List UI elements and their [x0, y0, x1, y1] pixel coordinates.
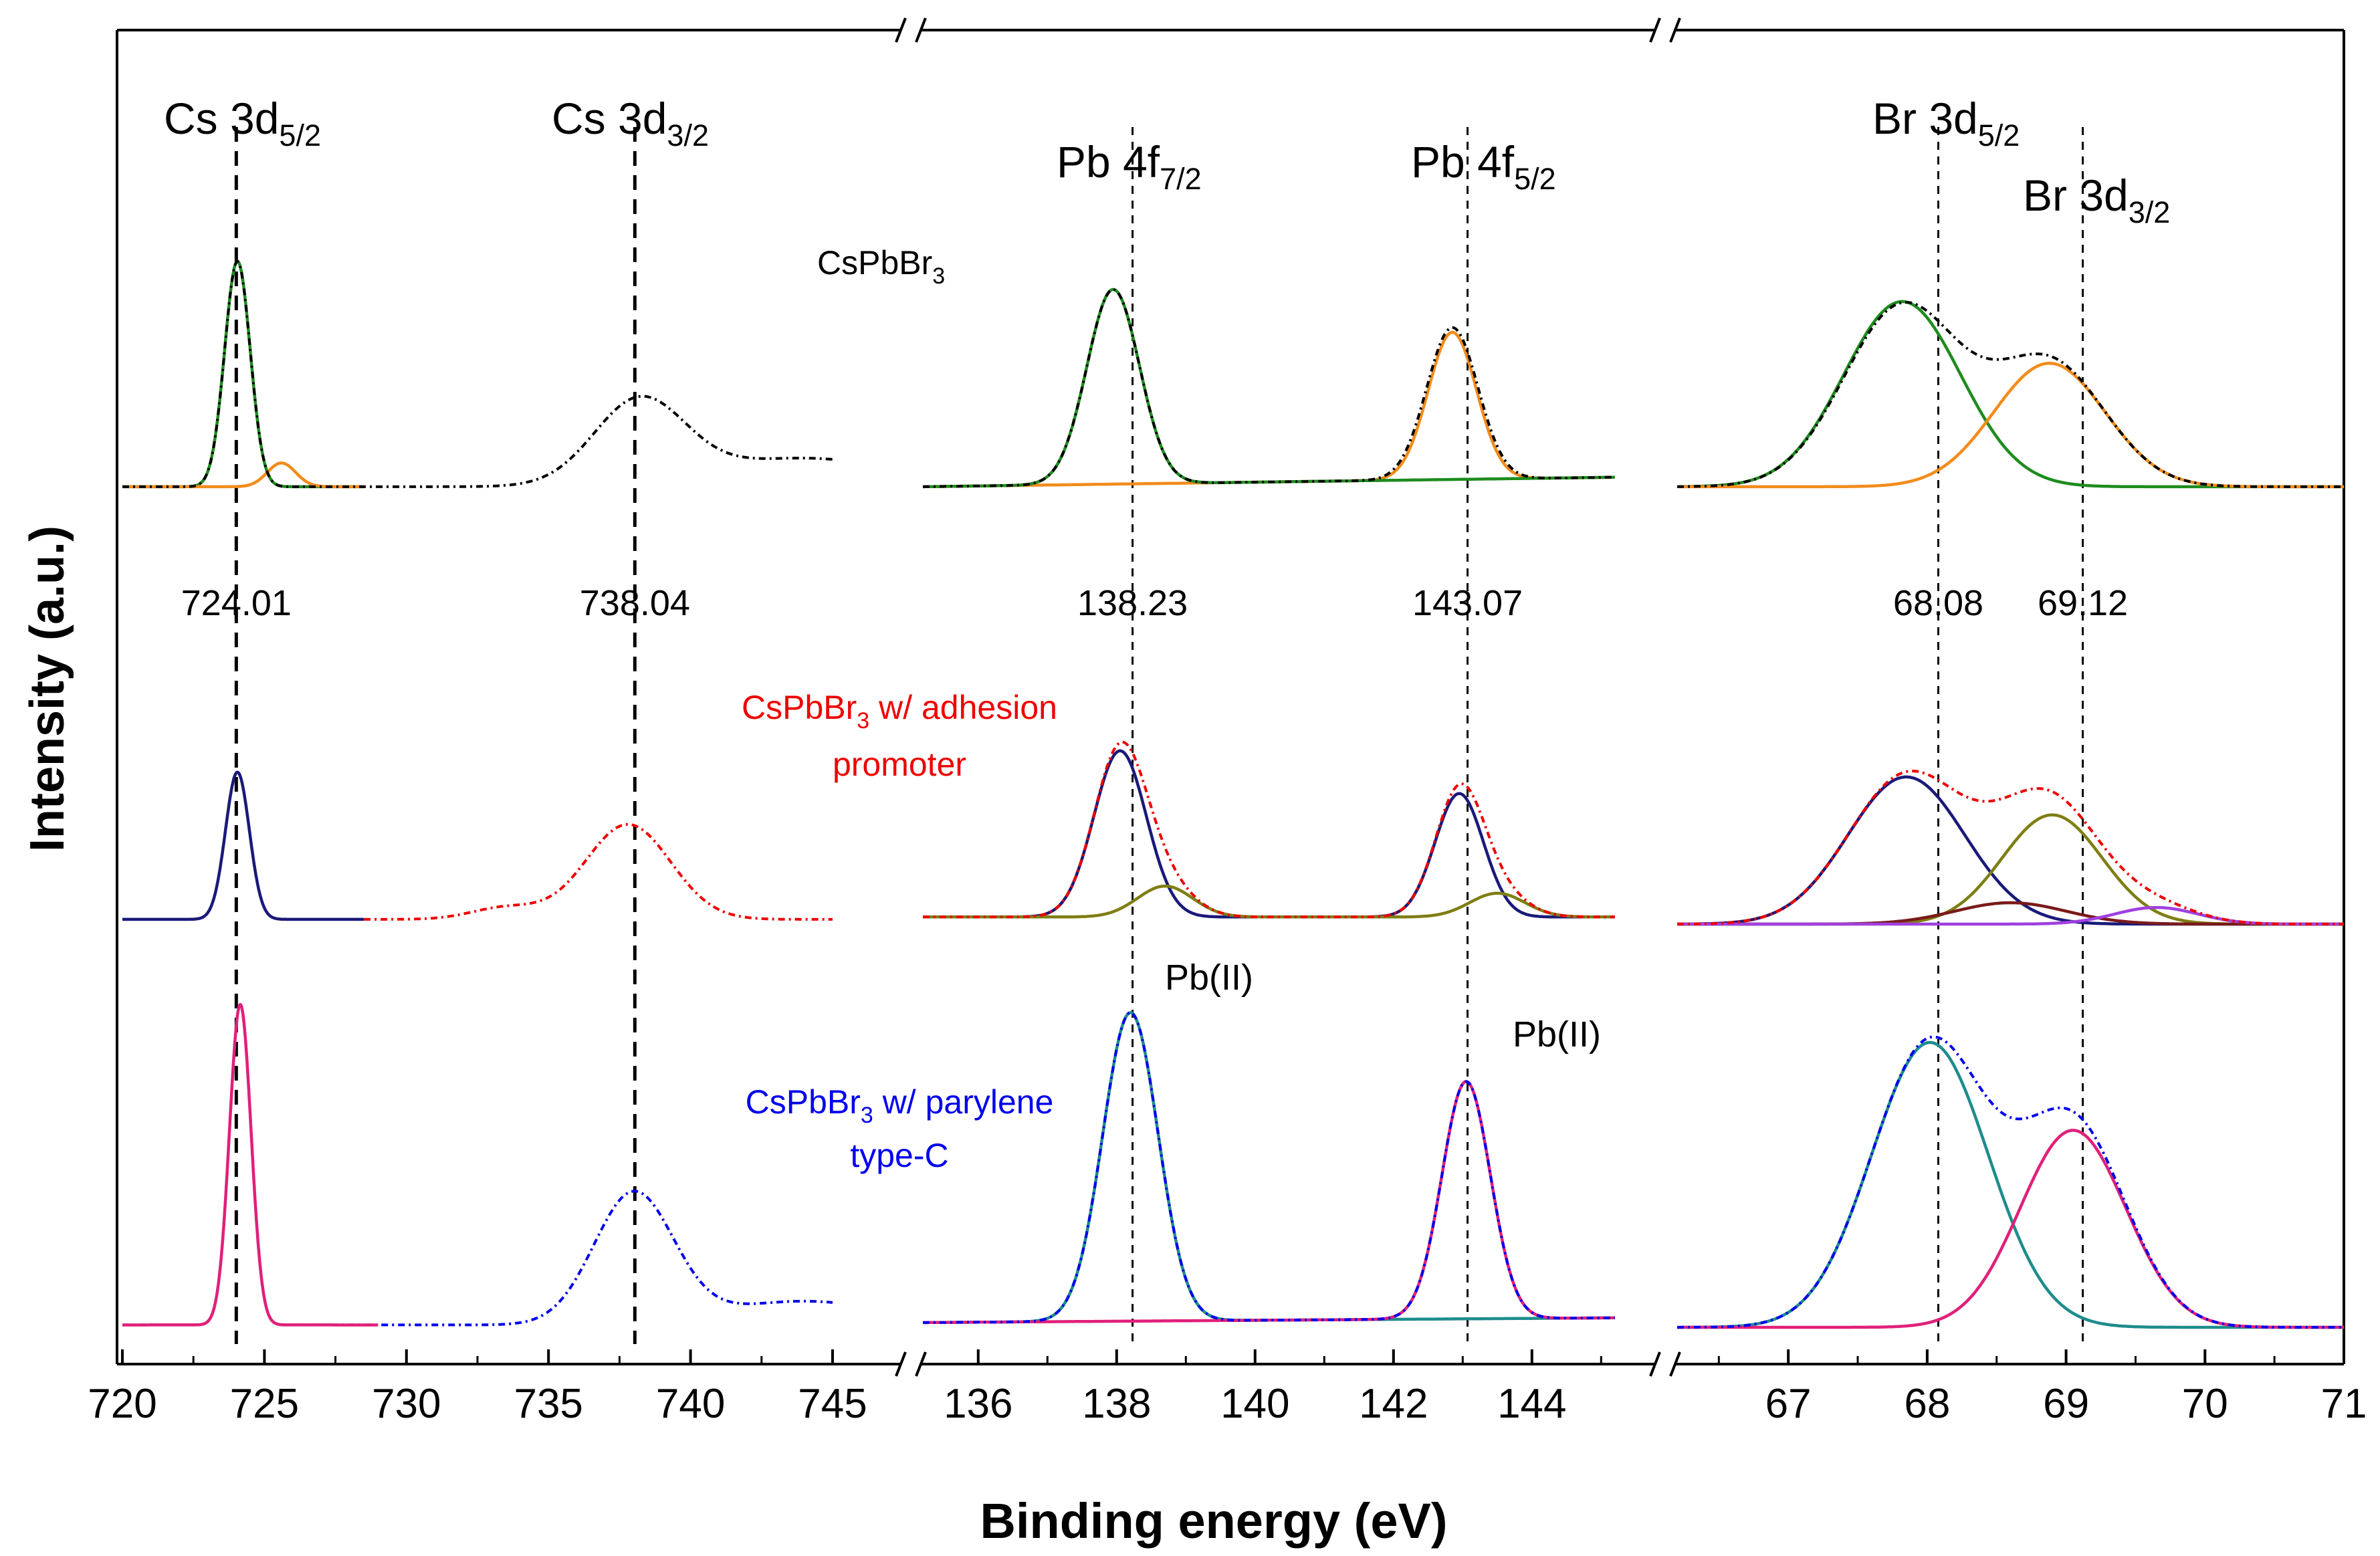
spectrum-fit: [922, 330, 1616, 489]
peak-label: Br 3d3/2: [2023, 171, 2170, 229]
spectrum-fit: [121, 1003, 379, 1327]
spectrum-fit: [922, 884, 1616, 919]
spectrum-raw: [363, 822, 833, 921]
spectrum-fit: [1676, 1040, 2345, 1329]
x-tick-label: 720: [88, 1381, 156, 1427]
axis-break-mark: [1649, 1351, 1661, 1377]
x-tick-label: 725: [230, 1381, 299, 1427]
spectrum-fit: [922, 288, 1616, 489]
peak-label: Pb 4f7/2: [1057, 137, 1202, 196]
spectrum-raw: [1677, 770, 2344, 925]
spectrum-raw: [122, 259, 833, 488]
spectrum-fit: [121, 461, 365, 489]
x-tick-label: 745: [798, 1381, 867, 1427]
x-tick-label: 71: [2321, 1381, 2367, 1427]
x-tick-label: 70: [2182, 1381, 2228, 1427]
spectrum-raw: [923, 740, 1615, 919]
spectrum-fit: [121, 259, 365, 489]
spectrum-raw: [923, 288, 1615, 488]
reference-lines: [234, 127, 2084, 1344]
plot-frame: [116, 17, 2345, 1377]
x-tick-label: 740: [656, 1381, 725, 1427]
axis-break-mark: [1669, 17, 1681, 43]
x-tick-label: 142: [1359, 1381, 1428, 1427]
axis-break-mark: [915, 1351, 927, 1377]
spectrum-fit: [1676, 1129, 2345, 1329]
x-tick-label: 138: [1082, 1381, 1151, 1427]
spectrum-fit: [1676, 813, 2345, 926]
x-tick-label: 140: [1220, 1381, 1289, 1427]
x-tick-label: 144: [1497, 1381, 1566, 1427]
axis-break-mark: [895, 1351, 907, 1377]
peak-position-value: 138.23: [1077, 583, 1188, 623]
x-tick-label: 69: [2043, 1381, 2089, 1427]
spectrum-fit: [121, 770, 365, 921]
sample-label-line2: promoter: [833, 746, 966, 783]
axis-break-mark: [915, 17, 927, 43]
x-tick-label: 735: [514, 1381, 582, 1427]
spectra: [121, 259, 2345, 1329]
peak-position-value: 724.01: [181, 583, 292, 623]
x-tick-label: 730: [372, 1381, 441, 1427]
sample-label: CsPbBr3 w/ adhesion: [742, 689, 1057, 734]
x-tick-label: 68: [1904, 1381, 1950, 1427]
peak-label: Cs 3d3/2: [552, 94, 709, 152]
x-tick-label: 67: [1765, 1381, 1812, 1427]
y-axis-title: Intensity (a.u.): [21, 526, 74, 852]
chart-labels: 720 725 730 735 740 745 136 138 140 142 144 67 68 69 7…: [21, 94, 2367, 1549]
peak-position-value: 738.04: [580, 583, 690, 623]
x-tick-label: 136: [944, 1381, 1012, 1427]
sample-label: CsPbBr3: [817, 244, 945, 289]
peak-label: Cs 3d5/2: [164, 94, 321, 152]
sample-label-line2: type-C: [850, 1137, 948, 1174]
spectrum-fit: [1676, 300, 2345, 489]
spectrum-raw: [1677, 301, 2344, 488]
peak-label: Pb 4f5/2: [1411, 137, 1556, 196]
pb-ii-annotation: Pb(II): [1165, 958, 1253, 998]
axis-break-mark: [1649, 17, 1661, 43]
spectrum-fit: [922, 749, 1616, 919]
sample-label: CsPbBr3 w/ parylene: [746, 1083, 1054, 1128]
axis-break-mark: [1669, 1351, 1681, 1377]
pb-ii-annotation: Pb(II): [1513, 1014, 1601, 1054]
peak-position-value: 143.07: [1412, 583, 1523, 623]
axis-break-mark: [895, 17, 907, 43]
x-axis-title: Binding energy (eV): [980, 1493, 1448, 1549]
peak-position-value: 69.12: [2038, 583, 2128, 623]
peak-label: Br 3d5/2: [1872, 94, 2020, 152]
spectrum-raw: [923, 1011, 1615, 1324]
spectrum-fit: [1676, 362, 2345, 489]
peak-position-value: 68.08: [1893, 583, 1983, 623]
spectrum-raw: [1677, 1035, 2344, 1329]
